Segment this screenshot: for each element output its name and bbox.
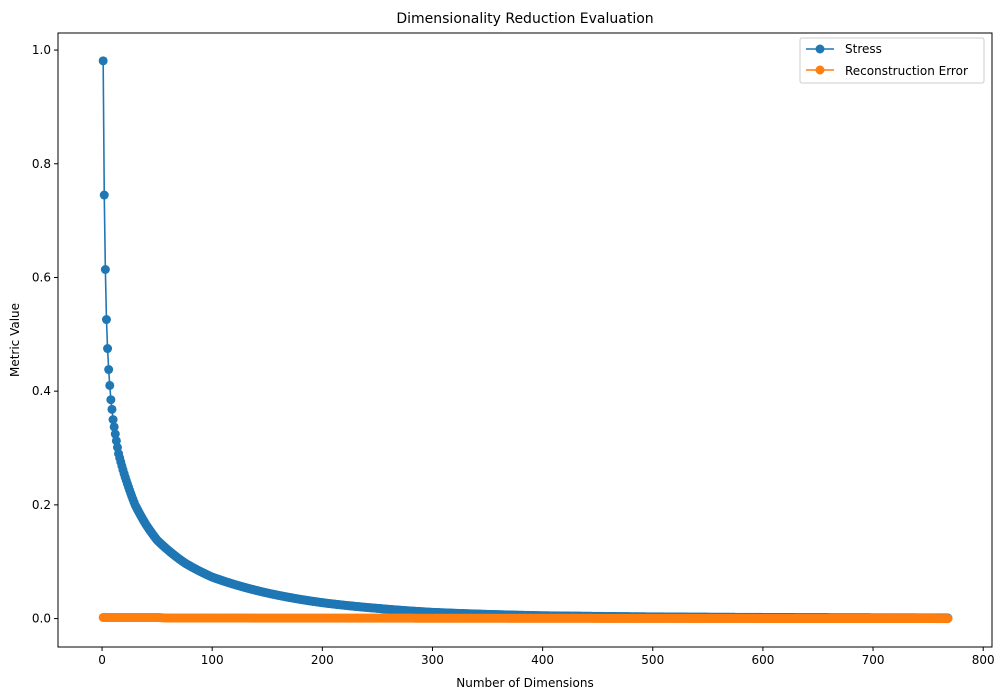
x-tick-label: 700	[862, 653, 885, 667]
x-tick-label: 300	[421, 653, 444, 667]
x-tick-label: 600	[751, 653, 774, 667]
data-point-reconstruction-error	[943, 614, 953, 624]
y-tick-label: 0.4	[32, 384, 51, 398]
legend-marker-reconstruction-error	[815, 65, 825, 75]
x-tick-label: 200	[311, 653, 334, 667]
series-layer	[98, 56, 953, 624]
legend-marker-stress	[815, 44, 825, 54]
series-reconstruction-error	[98, 612, 953, 624]
data-point-stress	[103, 344, 113, 354]
x-axis: 0 100 200 300 400 500 600 700 800	[98, 647, 995, 667]
x-tick-label: 100	[201, 653, 224, 667]
plot-area	[57, 32, 993, 648]
legend-label-stress: Stress	[845, 42, 882, 56]
y-axis: 0.0 0.2 0.4 0.6 0.8 1.0	[32, 43, 58, 626]
legend-box	[799, 37, 985, 84]
x-tick-label: 800	[972, 653, 995, 667]
y-tick-label: 1.0	[32, 43, 51, 57]
y-axis-label: Metric Value	[8, 303, 22, 377]
legend-label-reconstruction-error: Reconstruction Error	[845, 64, 968, 78]
data-point-stress	[104, 365, 114, 375]
series-line-stress	[102, 60, 948, 619]
data-point-stress	[108, 415, 118, 425]
x-tick-label: 400	[531, 653, 554, 667]
data-point-stress	[100, 265, 110, 274]
x-axis-label: Number of Dimensions	[456, 676, 593, 690]
chart-title: Dimensionality Reduction Evaluation	[396, 11, 653, 27]
data-point-stress	[110, 429, 120, 439]
series-stress	[98, 56, 953, 623]
y-tick-label: 0.0	[32, 612, 51, 626]
y-tick-label: 0.8	[32, 157, 51, 171]
y-tick-label: 0.2	[32, 498, 51, 512]
x-tick-label: 500	[641, 653, 664, 667]
data-point-stress	[98, 56, 108, 66]
y-tick-label: 0.6	[32, 270, 51, 284]
x-tick-label: 0	[98, 653, 106, 667]
data-point-stress	[99, 190, 109, 200]
data-point-stress	[106, 395, 116, 405]
data-point-stress	[101, 315, 111, 325]
data-point-stress	[105, 380, 115, 390]
data-point-stress	[109, 422, 119, 432]
data-point-stress	[107, 404, 117, 414]
legend: Stress Reconstruction Error	[799, 37, 985, 84]
